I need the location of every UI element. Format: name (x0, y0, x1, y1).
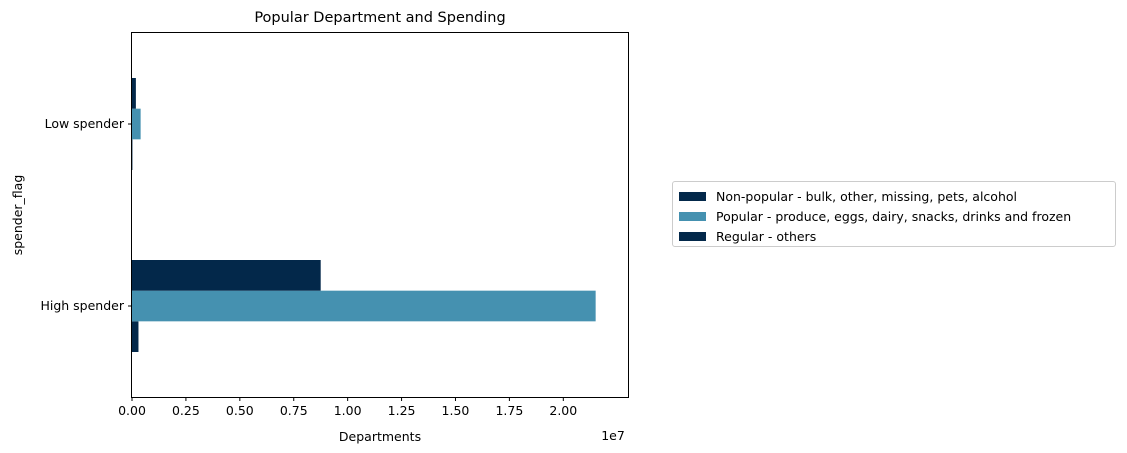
y-tick-label: Low spender (45, 116, 125, 131)
bar-high-spender-series-0 (132, 321, 139, 352)
bar-high-spender-series-2 (132, 260, 321, 291)
y-tick-label: High spender (40, 298, 124, 313)
legend-item: Regular - others (679, 226, 1115, 246)
bar-high-spender-series-1 (132, 290, 596, 322)
legend-swatch (679, 211, 706, 221)
bar-low-spender-series-2 (132, 78, 136, 109)
y-axis-label: spender_flag (10, 175, 25, 256)
x-tick-label: 1.25 (388, 403, 416, 418)
legend-item: Popular - produce, eggs, dairy, snacks, … (679, 206, 1115, 226)
legend-label: Regular - others (716, 228, 817, 244)
x-tick-label: 2.00 (549, 403, 577, 418)
x-axis-label: Departments (339, 429, 421, 444)
y-axis-ticks: High spender Low spender (40, 116, 132, 313)
x-tick-label: 0.25 (172, 403, 200, 418)
x-tick-label: 0.75 (280, 403, 308, 418)
chart-title: Popular Department and Spending (254, 10, 505, 26)
x-tick-label: 0.00 (118, 403, 146, 418)
x-tick-label: 1.00 (334, 403, 362, 418)
x-axis-ticks: 0.00 0.25 0.50 0.75 1.00 1.25 1.50 1.75 2.00 (118, 397, 577, 418)
legend: Non-popular - bulk, other, missing, pets… (672, 181, 1116, 247)
legend-swatch (679, 231, 706, 241)
x-offset-label: 1e7 (601, 428, 625, 443)
bars-layer (132, 78, 596, 352)
legend-label: Popular - produce, eggs, dairy, snacks, … (716, 208, 1072, 224)
bar-low-spender-series-1 (132, 108, 141, 140)
x-tick-label: 1.50 (442, 403, 470, 418)
legend-swatch (679, 191, 706, 201)
x-tick-label: 1.75 (495, 403, 523, 418)
legend-item: Non-popular - bulk, other, missing, pets… (679, 186, 1115, 206)
x-tick-label: 0.50 (226, 403, 254, 418)
plot-frame (131, 32, 629, 398)
legend-label: Non-popular - bulk, other, missing, pets… (716, 188, 1017, 204)
